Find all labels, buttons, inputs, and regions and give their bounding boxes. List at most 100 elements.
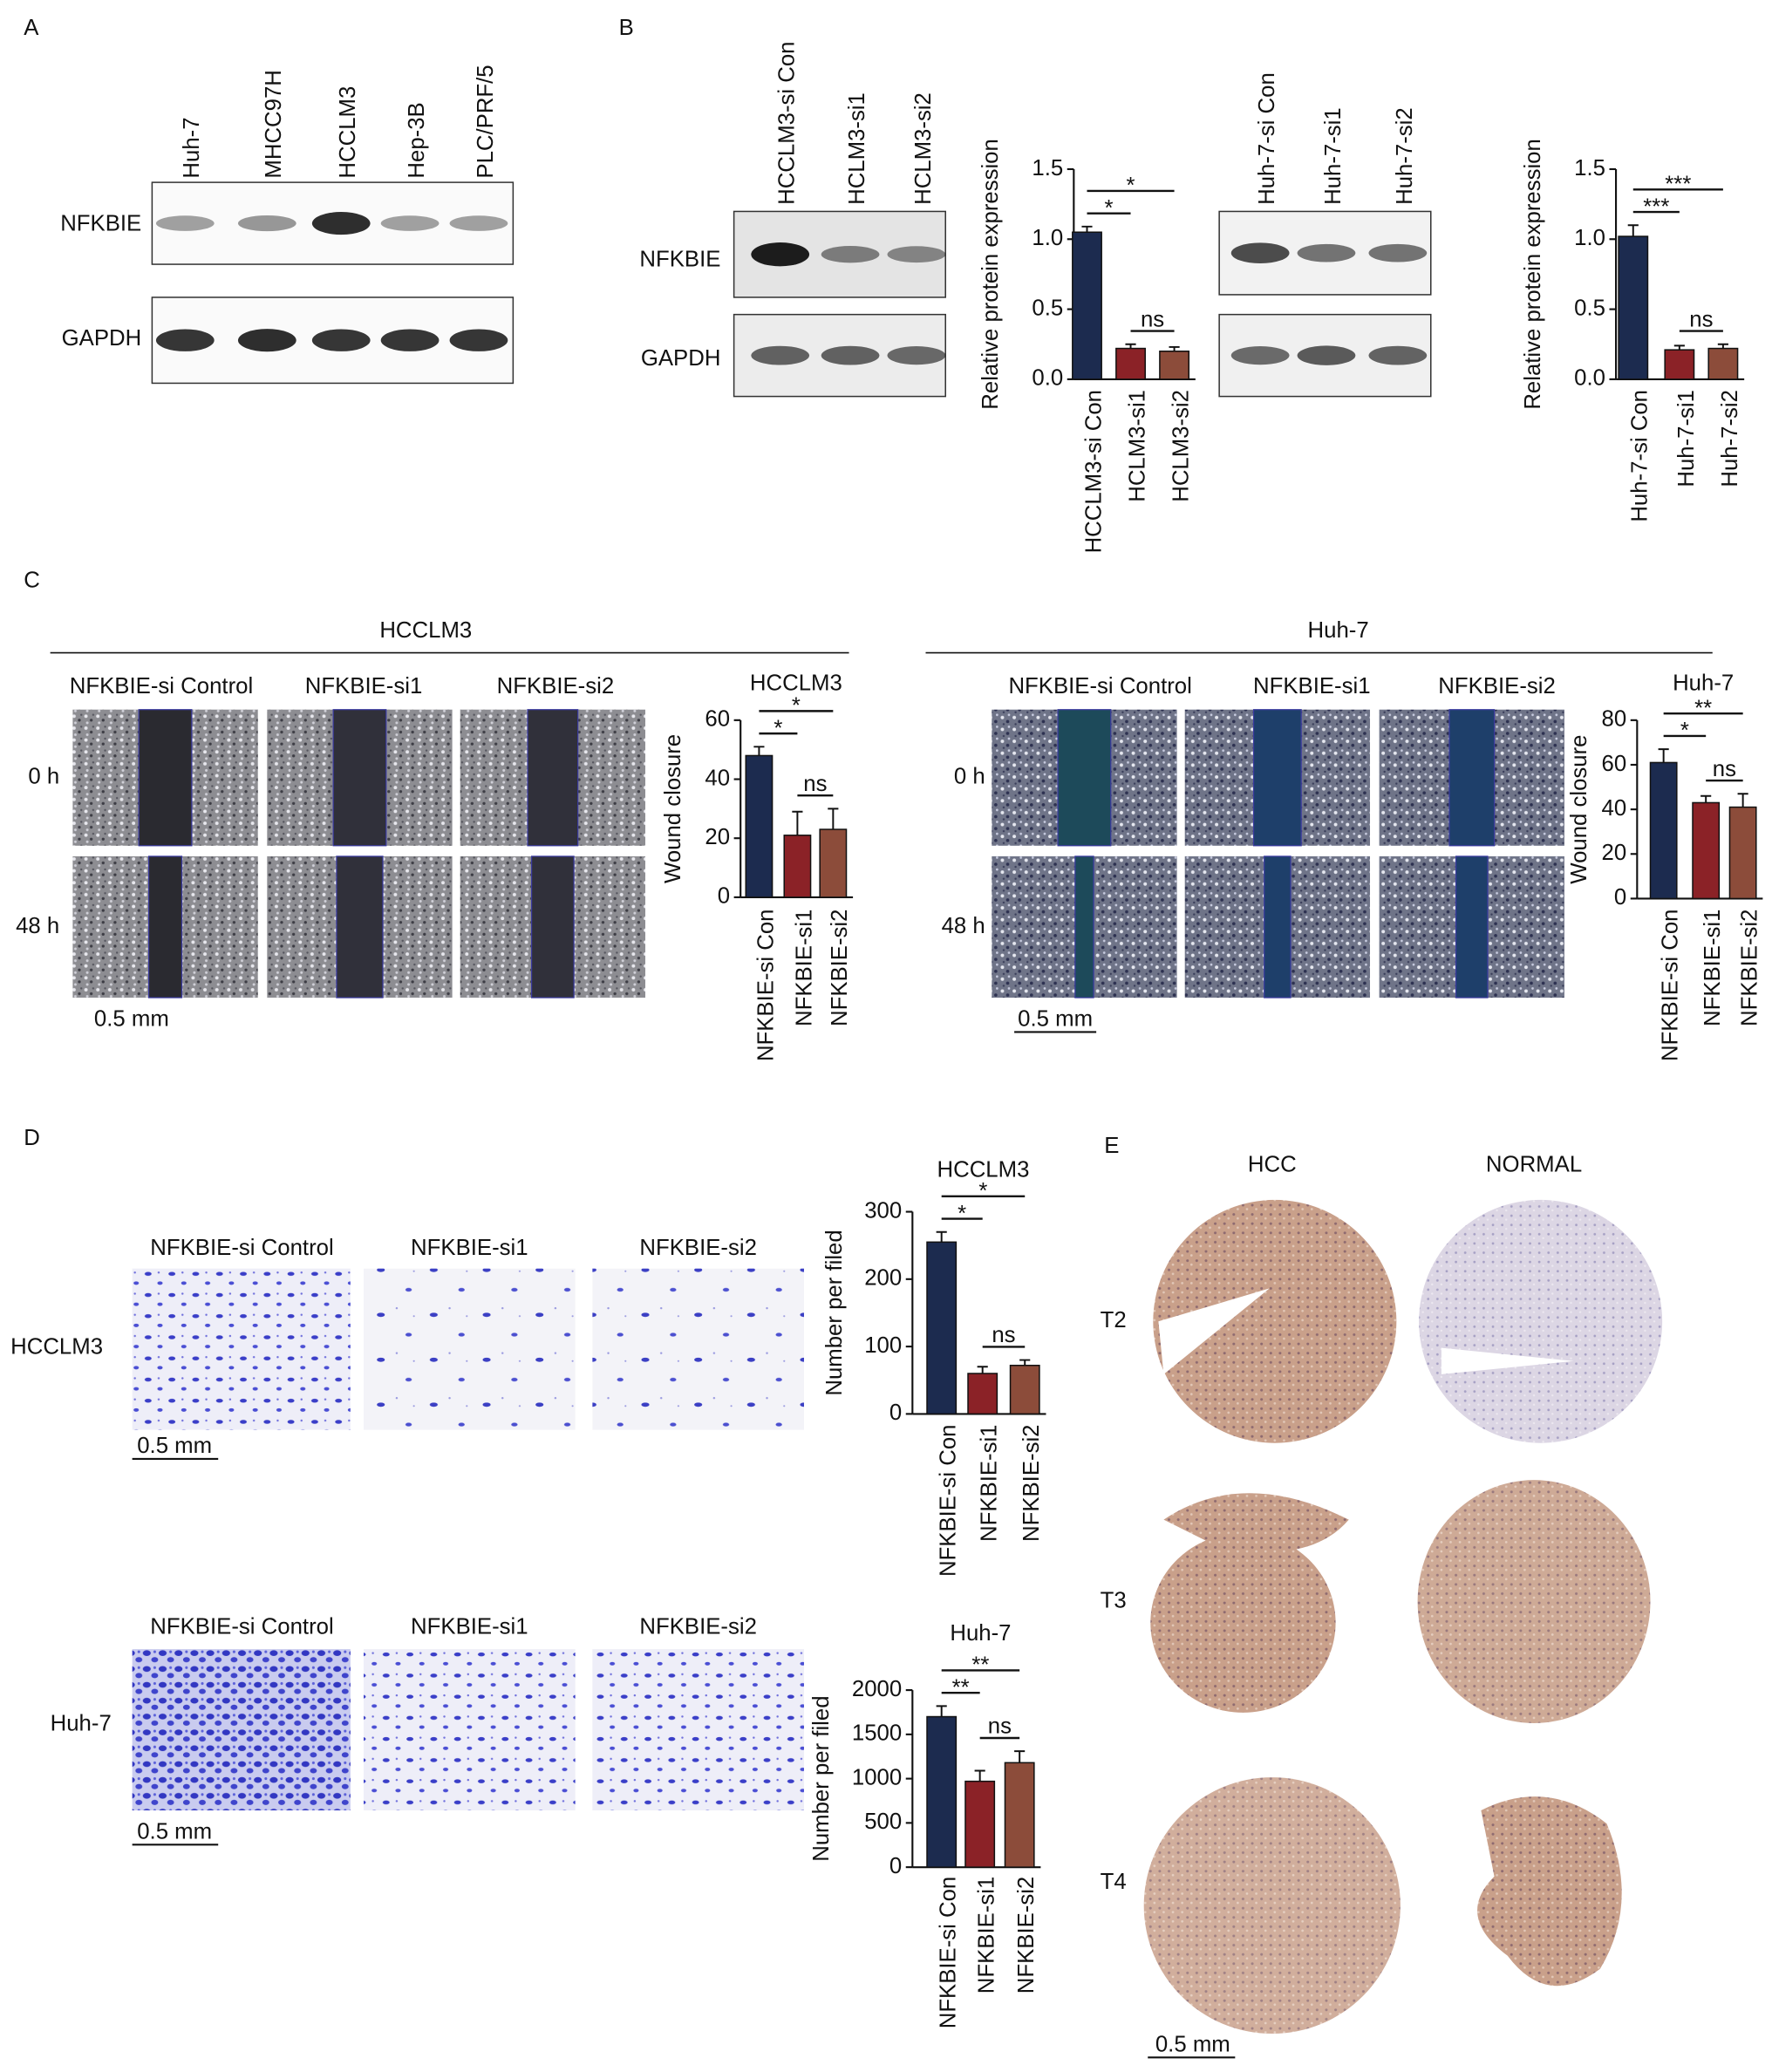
- blot-band: [1230, 242, 1290, 264]
- wound-gap: [1448, 709, 1496, 847]
- blot-band: [821, 345, 880, 365]
- row-label: NFKBIE: [639, 247, 720, 271]
- lane-label: MHCC97H: [262, 70, 286, 178]
- group-title: Huh-7: [1308, 618, 1369, 643]
- chart-title: Huh-7: [1673, 671, 1734, 696]
- condition-label: NFKBIE-si2: [639, 1236, 757, 1260]
- panel-letter: A: [24, 16, 39, 40]
- bar: [1004, 1762, 1035, 1868]
- transwell-image: [364, 1649, 576, 1810]
- blot-band: [449, 329, 508, 351]
- error-bar: [1737, 793, 1748, 808]
- wound-gap: [1455, 855, 1489, 999]
- blot-band: [887, 346, 946, 365]
- y-axis-label: Wound closure: [661, 734, 685, 883]
- significance-label: ns: [803, 772, 827, 796]
- bar: [1159, 351, 1190, 380]
- ihc-gap: [1158, 1288, 1270, 1374]
- x-tick-label: HCCLM3-si Con: [1081, 390, 1106, 553]
- ihc-core: [1477, 1796, 1622, 1987]
- significance-label: *: [792, 694, 801, 719]
- bar: [1664, 349, 1695, 380]
- condition-label: NFKBIE-si Control: [150, 1615, 333, 1639]
- condition-label: NFKBIE-si1: [411, 1615, 528, 1639]
- significance-label: ***: [1643, 194, 1669, 219]
- significance-label: *: [1127, 174, 1135, 198]
- bar: [745, 754, 774, 898]
- x-tick-label: NFKBIE-si Con: [937, 1877, 961, 2029]
- blot-band: [237, 215, 296, 232]
- y-tick-label: 20: [705, 825, 730, 849]
- panel-letter: E: [1104, 1134, 1119, 1158]
- y-axis-label: Relative protein expression: [978, 139, 1003, 409]
- blot-band: [1297, 345, 1356, 365]
- blot-band: [311, 212, 371, 235]
- significance-label: ns: [1141, 307, 1164, 331]
- significance-label: ns: [1689, 307, 1713, 331]
- bar: [1009, 1364, 1040, 1415]
- condition-label: NFKBIE-si2: [639, 1615, 757, 1639]
- lane-label: Hep-3B: [405, 102, 429, 178]
- condition-label: NFKBIE-si2: [497, 674, 615, 699]
- y-axis-label: Relative protein expression: [1521, 139, 1545, 409]
- x-tick-label: Huh-7-si Con: [1628, 390, 1653, 522]
- error-bar: [792, 810, 803, 835]
- significance-label: *: [958, 1202, 966, 1226]
- y-tick-label: 200: [864, 1266, 902, 1291]
- lane-label: PLC/PRF/5: [474, 65, 498, 178]
- blot-band: [380, 329, 440, 351]
- y-tick-label: 1.5: [1574, 156, 1605, 181]
- bar: [926, 1715, 958, 1868]
- y-tick-label: 60: [1602, 752, 1627, 776]
- y-tick-label: 0.5: [1032, 296, 1063, 320]
- error-bar: [1700, 794, 1712, 803]
- bar: [1072, 231, 1102, 380]
- significance-label: **: [1694, 696, 1712, 720]
- bar: [964, 1780, 996, 1868]
- group-title: HCCLM3: [379, 618, 472, 643]
- lane-label: Huh-7-si2: [1393, 107, 1417, 205]
- error-bar: [1169, 345, 1180, 351]
- scale-label: 0.5 mm: [94, 1007, 169, 1032]
- significance-label: *: [1104, 196, 1113, 221]
- significance-label: **: [952, 1675, 970, 1700]
- blot-band: [1368, 345, 1428, 365]
- scale-label: 0.5 mm: [1155, 2033, 1230, 2057]
- y-tick-label: 80: [1602, 707, 1627, 732]
- error-bar: [1125, 343, 1136, 349]
- blot-band: [887, 246, 946, 263]
- error-bar: [1081, 225, 1093, 233]
- y-tick-label: 0: [889, 1401, 902, 1425]
- blot-band: [380, 215, 440, 231]
- y-tick-label: 60: [705, 707, 730, 732]
- x-tick-label: NFKBIE-si Con: [753, 910, 778, 1062]
- wound-gap: [332, 709, 387, 847]
- x-tick-label: NFKBIE-si1: [792, 910, 816, 1026]
- blot-band: [821, 245, 880, 263]
- wound-gap: [527, 709, 579, 847]
- y-tick-label: 40: [1602, 796, 1627, 821]
- chart-title: Huh-7: [950, 1621, 1011, 1646]
- row-label: NFKBIE: [60, 211, 141, 235]
- lane-label: Huh-7-si Con: [1255, 72, 1279, 205]
- error-bar: [977, 1366, 988, 1374]
- blot-band: [1297, 243, 1356, 262]
- transwell-image: [364, 1268, 576, 1430]
- panel-letter: D: [24, 1126, 40, 1150]
- y-axis-label: Number per filed: [809, 1695, 834, 1861]
- x-tick-label: HCLM3-si2: [1169, 390, 1193, 502]
- condition-label: NFKBIE-si Control: [150, 1236, 333, 1260]
- error-bar: [1019, 1359, 1031, 1366]
- scale-label: 0.5 mm: [137, 1434, 212, 1458]
- x-tick-label: Huh-7-si2: [1718, 390, 1742, 487]
- column-label: NORMAL: [1486, 1152, 1582, 1176]
- transwell-image: [592, 1268, 804, 1430]
- significance-label: *: [978, 1179, 987, 1203]
- y-tick-label: 0: [889, 1854, 902, 1878]
- bar: [967, 1373, 998, 1415]
- blot-band: [1368, 243, 1428, 262]
- x-tick-label: NFKBIE-si Con: [1659, 910, 1683, 1062]
- blot-band: [155, 215, 215, 231]
- chart-title: HCCLM3: [750, 671, 842, 696]
- lane-label: Huh-7: [180, 117, 204, 178]
